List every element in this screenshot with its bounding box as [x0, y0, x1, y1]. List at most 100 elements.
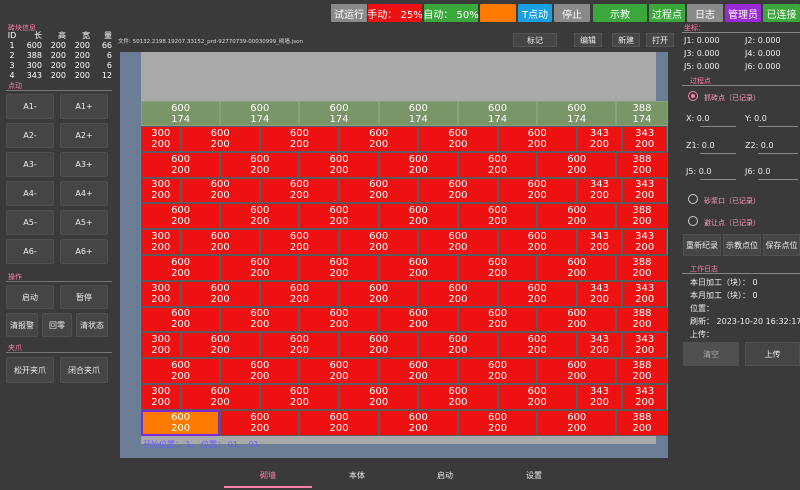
clear-alarm-button[interactable]: 清报警 — [6, 313, 38, 337]
brick[interactable]: 600 200 — [180, 280, 260, 307]
brick[interactable]: 300 200 — [141, 332, 181, 359]
brick[interactable]: 600 200 — [378, 151, 458, 178]
new-button[interactable]: 新建 — [612, 33, 640, 47]
brick[interactable]: 600 200 — [378, 409, 458, 436]
brick[interactable]: 600 200 — [220, 306, 300, 333]
brick[interactable]: 600 200 — [537, 255, 617, 281]
brick[interactable]: 600 200 — [497, 332, 577, 359]
brick[interactable]: 600 200 — [180, 229, 260, 255]
jog-button-a6plus[interactable]: A6+ — [60, 239, 108, 264]
brick[interactable]: 600 200 — [378, 358, 458, 384]
brick[interactable]: 600 200 — [418, 126, 498, 152]
brick[interactable]: 600 200 — [339, 332, 419, 359]
brick[interactable]: 600 200 — [497, 229, 577, 255]
brick[interactable]: 300 200 — [141, 126, 181, 152]
brick[interactable]: 343 200 — [576, 384, 623, 410]
brick[interactable]: 600 200 — [220, 203, 300, 230]
avoid-point-radio[interactable] — [688, 216, 698, 226]
brick[interactable]: 600 200 — [141, 255, 221, 281]
brick[interactable]: 600 200 — [537, 306, 617, 333]
brick[interactable]: 600 200 — [339, 384, 419, 410]
jog-button-a4plus[interactable]: A4+ — [60, 181, 108, 206]
mark-button[interactable]: 标记 — [513, 33, 557, 47]
jog-button-a3plus[interactable]: A3+ — [60, 152, 108, 177]
close-gripper-button[interactable]: 闭合夹爪 — [60, 357, 108, 383]
status-button-10[interactable]: 已连接 — [763, 4, 800, 22]
status-button-3[interactable] — [480, 4, 516, 22]
brick[interactable]: 600 200 — [418, 384, 498, 410]
brick[interactable]: 600 200 — [418, 229, 498, 255]
brick[interactable]: 600 200 — [339, 177, 419, 204]
brick[interactable]: 300 200 — [141, 177, 181, 204]
brick[interactable]: 600 200 — [457, 203, 538, 230]
save-point-button[interactable]: 保存点位 — [763, 234, 800, 256]
brick[interactable]: 388 200 — [616, 151, 668, 178]
brick[interactable]: 600 200 — [339, 229, 419, 255]
top-brick[interactable]: 600 174 — [299, 101, 379, 126]
rerecord-button[interactable]: 重新纪录 — [683, 234, 721, 256]
top-brick[interactable]: 600 174 — [537, 101, 617, 126]
brick[interactable]: 600 200 — [259, 280, 340, 307]
brick[interactable]: 600 200 — [497, 280, 577, 307]
selected-brick[interactable]: 600 200 — [141, 409, 221, 436]
brick[interactable]: 343 200 — [622, 229, 668, 255]
brick[interactable]: 600 200 — [497, 177, 577, 204]
status-button-6[interactable]: 示教 — [593, 4, 647, 22]
brick[interactable]: 343 200 — [576, 332, 623, 359]
brick[interactable]: 600 200 — [299, 409, 379, 436]
top-brick[interactable]: 600 174 — [378, 101, 458, 126]
jog-button-a1plus[interactable]: A1+ — [60, 94, 108, 119]
brick[interactable]: 343 200 — [622, 384, 668, 410]
jog-button-a5minus[interactable]: A5- — [6, 210, 54, 235]
brick[interactable]: 600 200 — [418, 332, 498, 359]
brick[interactable]: 600 200 — [220, 409, 300, 436]
brick[interactable]: 600 200 — [378, 255, 458, 281]
brick[interactable]: 600 200 — [220, 151, 300, 178]
status-button-1[interactable]: 手动： 25% — [367, 4, 423, 22]
brick[interactable]: 388 200 — [616, 409, 668, 436]
status-button-8[interactable]: 日志 — [687, 4, 723, 22]
top-brick[interactable]: 600 174 — [220, 101, 300, 126]
brick[interactable]: 343 200 — [622, 126, 668, 152]
brick[interactable]: 600 200 — [537, 151, 617, 178]
brick[interactable]: 600 200 — [220, 358, 300, 384]
brick[interactable]: 600 200 — [259, 177, 340, 204]
jog-button-a2plus[interactable]: A2+ — [60, 123, 108, 148]
brick[interactable]: 600 200 — [418, 280, 498, 307]
brick[interactable]: 600 200 — [457, 306, 538, 333]
brick[interactable]: 600 200 — [457, 255, 538, 281]
brick[interactable]: 600 200 — [180, 332, 260, 359]
brick[interactable]: 300 200 — [141, 229, 181, 255]
tab-body[interactable]: 本体 — [349, 471, 365, 480]
top-brick[interactable]: 600 174 — [141, 101, 221, 126]
brick[interactable]: 600 200 — [259, 229, 340, 255]
open-gripper-button[interactable]: 松开夹爪 — [6, 357, 54, 383]
teach-point-button[interactable]: 示教点位 — [723, 234, 761, 256]
brick[interactable]: 600 200 — [299, 255, 379, 281]
brick[interactable]: 600 200 — [378, 306, 458, 333]
brick[interactable]: 600 200 — [259, 332, 340, 359]
brick[interactable]: 388 200 — [616, 358, 668, 384]
grab-point-radio[interactable] — [688, 91, 698, 101]
brick[interactable]: 600 200 — [141, 151, 221, 178]
brick[interactable]: 600 200 — [299, 358, 379, 384]
brick[interactable]: 343 200 — [576, 177, 623, 204]
brick[interactable]: 600 200 — [537, 358, 617, 384]
clear-state-button[interactable]: 清状态 — [76, 313, 108, 337]
home-button[interactable]: 回零 — [42, 313, 72, 337]
brick[interactable]: 600 200 — [537, 203, 617, 230]
brick[interactable]: 300 200 — [141, 280, 181, 307]
tab-settings[interactable]: 设置 — [526, 471, 542, 480]
brick[interactable]: 343 200 — [576, 126, 623, 152]
brick[interactable]: 600 200 — [497, 384, 577, 410]
brick[interactable]: 600 200 — [339, 280, 419, 307]
brick[interactable]: 600 200 — [141, 203, 221, 230]
brick[interactable]: 343 200 — [622, 332, 668, 359]
jog-button-a2minus[interactable]: A2- — [6, 123, 54, 148]
table-row[interactable]: 1 600 200 200 66 — [6, 41, 112, 51]
jog-button-a3minus[interactable]: A3- — [6, 152, 54, 177]
tab-wall[interactable]: 砌墙 — [260, 471, 276, 480]
brick[interactable]: 600 200 — [180, 126, 260, 152]
status-button-2[interactable]: 自动： 50% — [423, 4, 479, 22]
brick[interactable]: 343 200 — [622, 177, 668, 204]
